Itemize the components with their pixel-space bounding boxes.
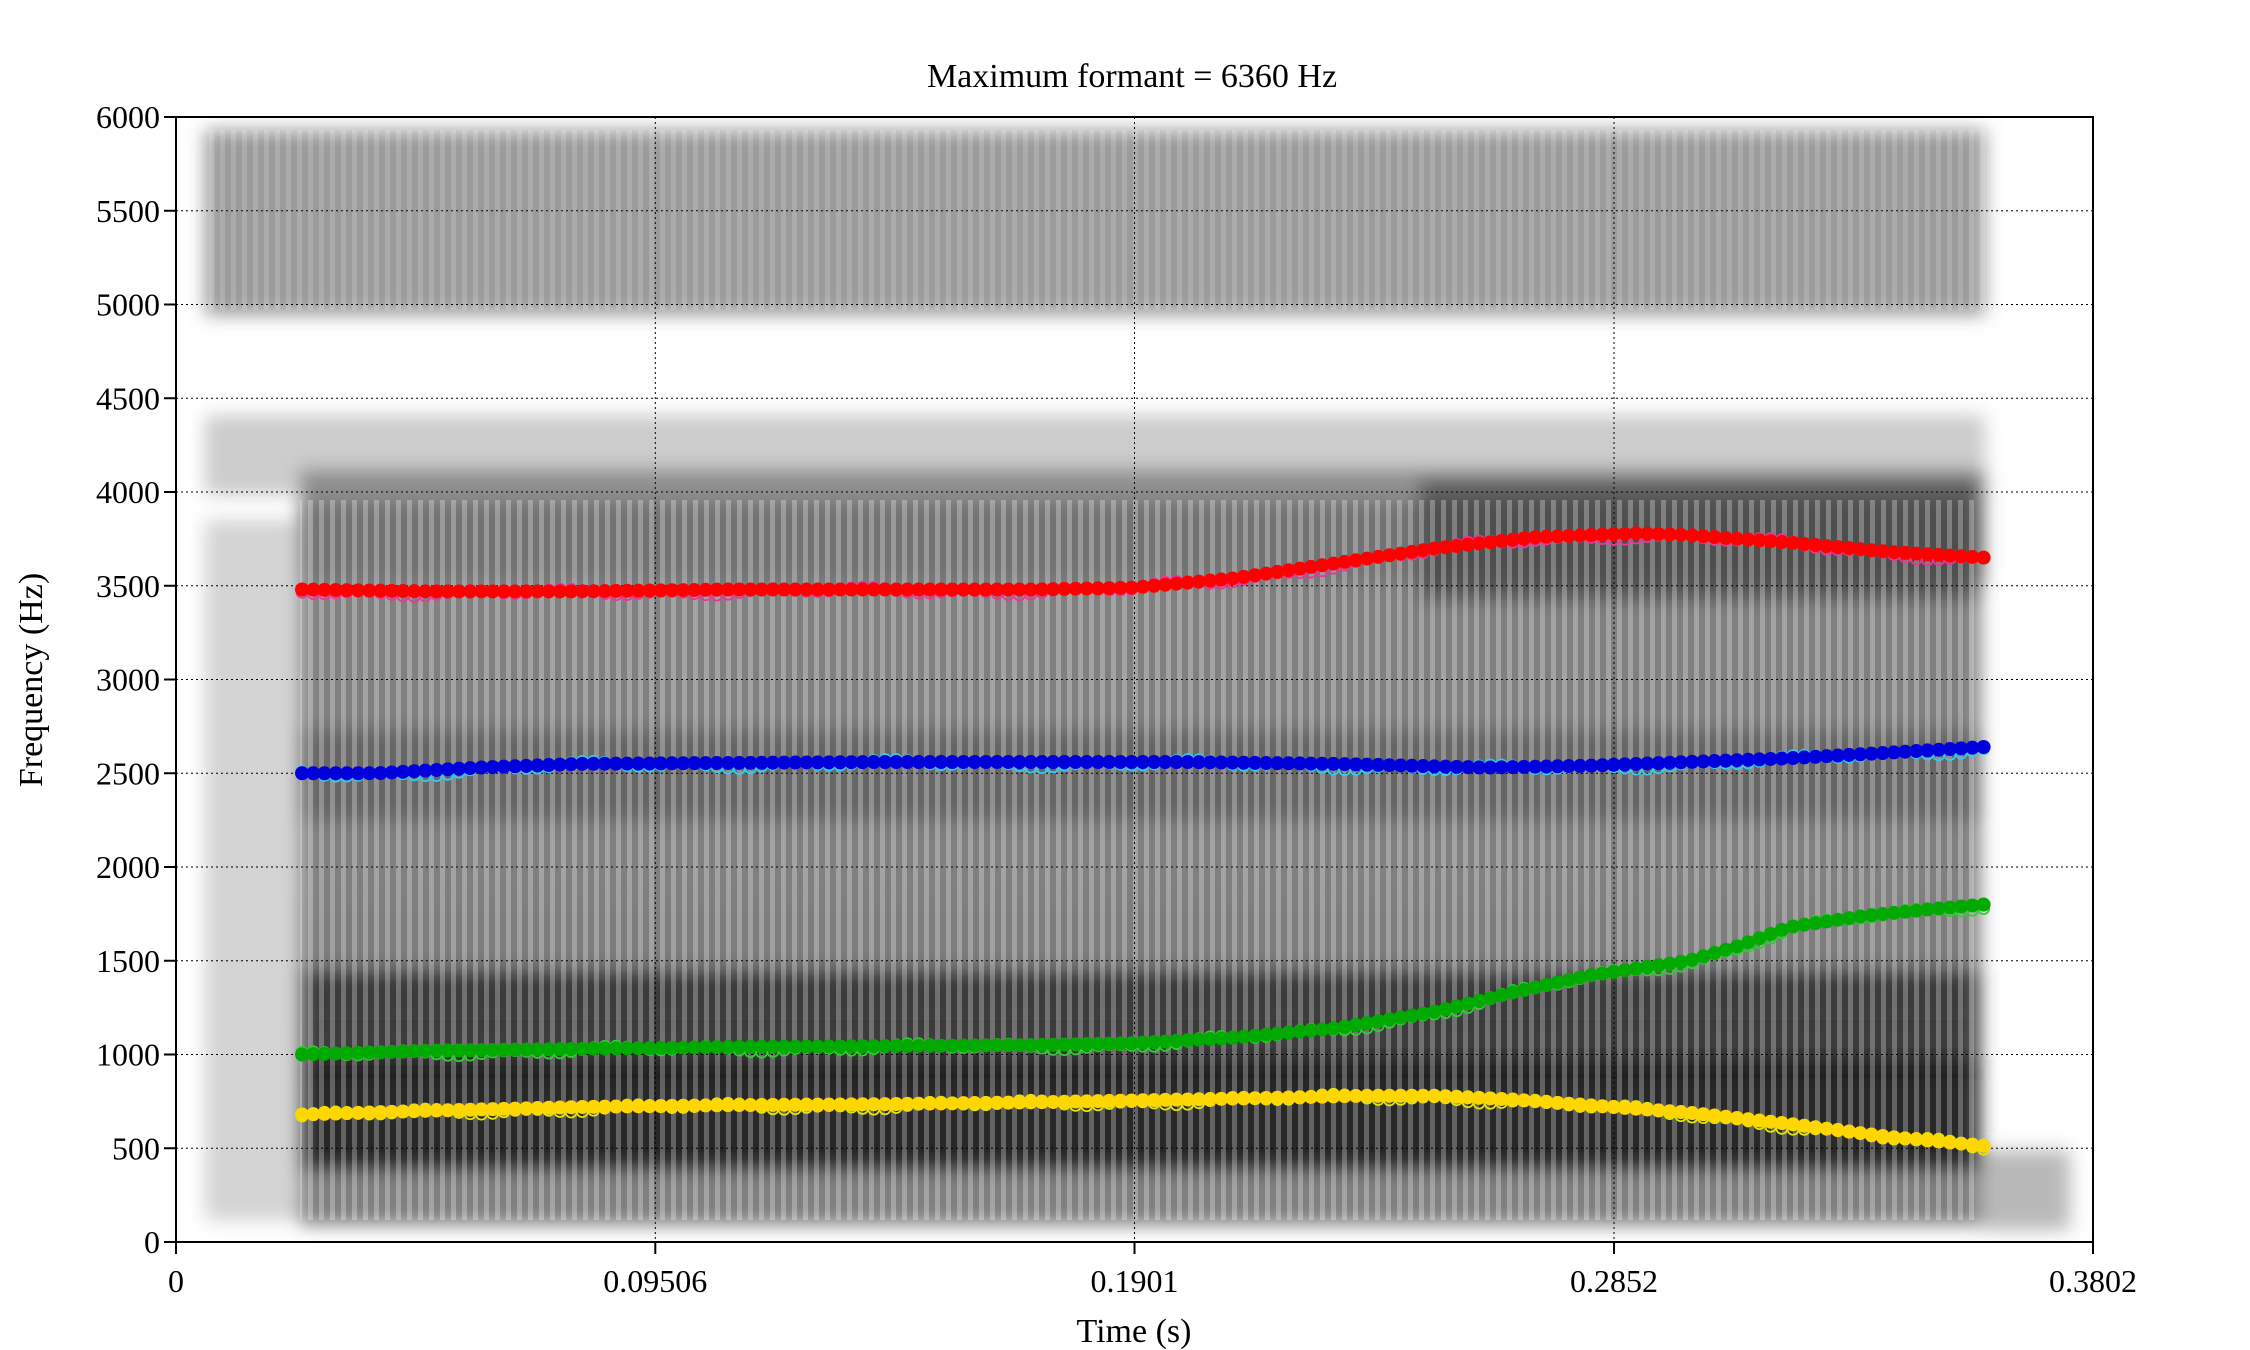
y-tick-label: 3000 [96, 662, 160, 698]
formant-point [1573, 970, 1588, 985]
x-tick-label: 0.2852 [1570, 1263, 1658, 1299]
y-tick-label: 6000 [96, 99, 160, 135]
formant-point [1976, 897, 1991, 912]
y-tick-label: 4000 [96, 474, 160, 510]
formant-point [1673, 954, 1688, 969]
formant-point [1976, 740, 1991, 754]
y-tick-label: 2500 [96, 755, 160, 791]
y-axis: 0 500 1000 1500 2000 2500 3000 3500 4000 4500 5000… [96, 99, 176, 1260]
formant-tracks [295, 526, 1991, 1156]
y-tick-label: 1000 [96, 1037, 160, 1073]
x-axis-label: Time (s) [1077, 1313, 1192, 1350]
y-tick-label: 5000 [96, 287, 160, 323]
y-axis-label: Frequency (Hz) [13, 573, 50, 787]
formant-track [295, 1087, 1991, 1156]
y-tick-label: 4500 [96, 380, 160, 416]
x-tick-label: 0.09506 [603, 1263, 707, 1299]
y-tick-label: 2000 [96, 849, 160, 885]
formant-track [295, 740, 1991, 783]
formant-track [295, 526, 1991, 603]
y-tick-label: 1500 [96, 943, 160, 979]
y-tick-label: 500 [112, 1130, 160, 1166]
formant-point [1976, 1138, 1991, 1153]
x-tick-label: 0.3802 [2049, 1263, 2137, 1299]
x-tick-label: 0.1901 [1091, 1263, 1179, 1299]
y-tick-label: 5500 [96, 193, 160, 229]
x-axis: 0 0.09506 0.1901 0.2852 0.3802 [168, 1242, 2137, 1299]
x-tick-label: 0 [168, 1263, 184, 1299]
y-tick-label: 0 [144, 1224, 160, 1260]
formant-point [1976, 550, 1991, 565]
chart-title: Maximum formant = 6360 Hz [927, 58, 1337, 95]
formant-track [295, 897, 1991, 1063]
y-tick-label: 3500 [96, 568, 160, 604]
